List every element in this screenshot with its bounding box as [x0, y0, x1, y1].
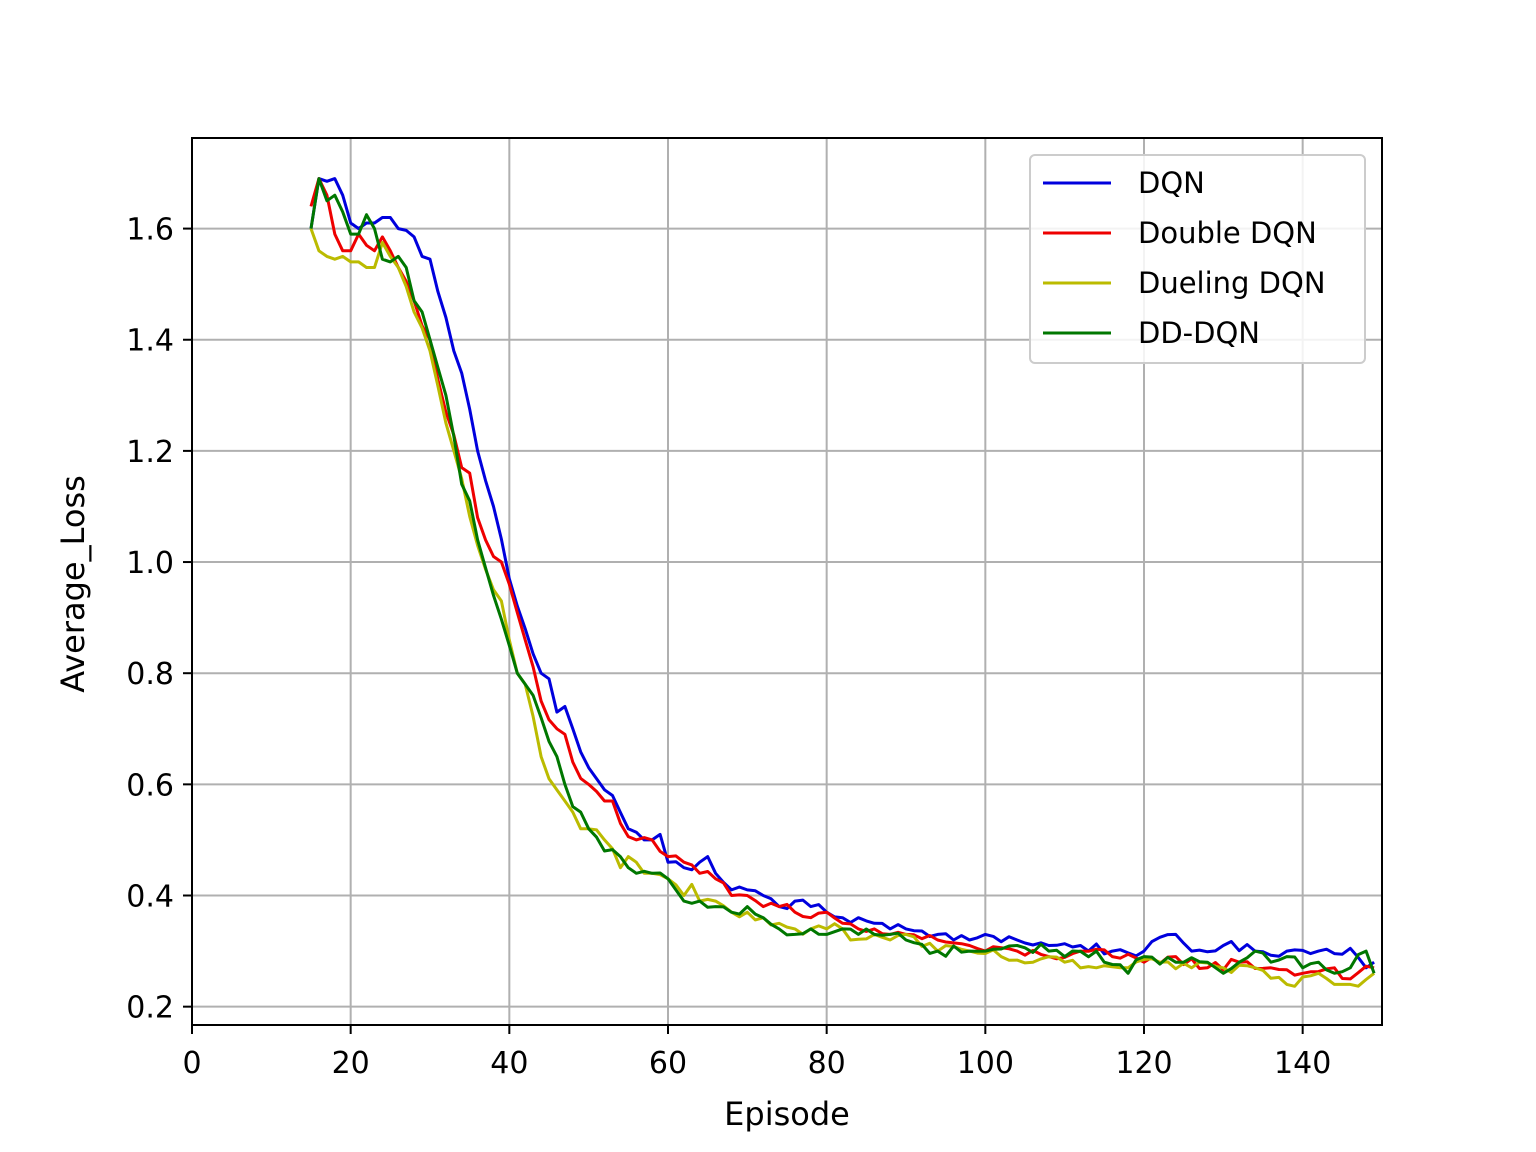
legend-label: Dueling DQN	[1138, 266, 1326, 300]
x-tick-label: 80	[808, 1046, 846, 1081]
series-lines	[309, 177, 1376, 988]
y-tick-label: 0.2	[126, 991, 174, 1026]
y-tick-label: 1.0	[126, 546, 174, 581]
y-tick-label: 1.6	[126, 213, 174, 248]
legend: DQN Double DQN Dueling DQN DD-DQN	[1029, 154, 1366, 364]
legend-label: Double DQN	[1138, 216, 1317, 250]
x-axis-label: Episode	[724, 1095, 850, 1133]
y-axis-label: Average_Loss	[54, 475, 92, 693]
y-tick-label: 1.4	[126, 324, 174, 359]
x-tick-label: 100	[957, 1046, 1014, 1081]
legend-label: DD-DQN	[1138, 316, 1260, 350]
y-tick-label: 1.2	[126, 435, 174, 470]
x-tick-label: 120	[1115, 1046, 1172, 1081]
x-tick-label: 20	[332, 1046, 370, 1081]
plot-frame	[191, 137, 1383, 1026]
axis-ticks: 0 20 40 60 80 100 120 140 0.2 0.4 0.6 0.8 1.0 1.2 1.4 1…	[126, 213, 1331, 1081]
y-tick-label: 0.8	[126, 657, 174, 692]
y-tick-label: 0.6	[126, 768, 174, 803]
x-tick-label: 0	[182, 1046, 201, 1081]
legend-label: DQN	[1138, 166, 1205, 200]
x-tick-label: 60	[649, 1046, 687, 1081]
x-tick-label: 40	[490, 1046, 528, 1081]
y-tick-label: 0.4	[126, 880, 174, 915]
series-line-dqn	[309, 177, 1375, 970]
series-line-dd-dqn	[309, 177, 1376, 975]
legend-box	[1029, 154, 1366, 364]
x-tick-label: 140	[1274, 1046, 1331, 1081]
